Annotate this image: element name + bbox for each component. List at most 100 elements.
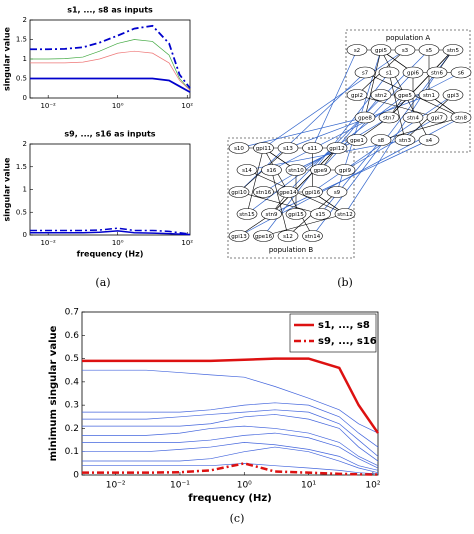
series-line	[30, 50, 191, 91]
node	[261, 164, 282, 176]
legend-box	[289, 313, 377, 353]
population-label: population A	[386, 34, 430, 42]
y-tick-label: 0.5	[65, 354, 79, 364]
edge	[356, 94, 438, 118]
y-tick-label: 0.7	[65, 308, 79, 318]
node-label: gpi15	[288, 212, 304, 218]
edge	[388, 49, 454, 118]
node-label: stn4	[407, 116, 420, 122]
series-line	[82, 402, 379, 448]
plot-area	[29, 143, 191, 236]
y-tick-label: 0	[73, 471, 79, 481]
x-tick-label: 10²	[181, 102, 193, 110]
node-label: gpi6	[407, 71, 420, 77]
edge	[295, 139, 358, 171]
x-tick-label: 10¹	[301, 481, 316, 491]
node-label: gpe5	[398, 93, 412, 99]
node-label: stn7	[383, 116, 396, 122]
y-tick-label: 0.5	[16, 208, 27, 216]
node	[334, 164, 356, 176]
series-line	[30, 77, 191, 93]
node-label: gpi13	[231, 234, 247, 240]
series-line	[82, 446, 379, 474]
node-label: stn10	[288, 168, 304, 174]
y-tick-label: 0.6	[65, 331, 80, 341]
x-tick-label: 10⁻¹	[170, 481, 190, 491]
node-label: gpi12	[329, 146, 345, 152]
node	[450, 111, 472, 124]
node-label: s16	[267, 168, 277, 174]
node	[302, 142, 323, 154]
node-label: stn1	[423, 93, 435, 99]
node-label: s15	[316, 212, 326, 218]
node	[426, 111, 448, 124]
node	[310, 208, 331, 220]
y-tick-label: 0.2	[65, 424, 79, 434]
x-tick-label: 10⁻²	[40, 239, 56, 247]
node-label: gpe8	[358, 116, 372, 122]
node-label: s11	[308, 146, 318, 152]
edge	[263, 49, 406, 149]
node-label: s5	[426, 48, 433, 54]
node	[228, 186, 250, 198]
x-tick-label: 10²	[181, 239, 193, 247]
node-label: gpe1	[350, 138, 364, 144]
legend-label: s9, ..., s16	[318, 336, 377, 347]
node	[378, 111, 400, 124]
y-tick-label: 0.4	[65, 377, 80, 387]
node-label: s10	[234, 146, 244, 152]
x-tick-label: 10²	[365, 481, 380, 491]
series-line	[82, 425, 379, 467]
node-label: stn6	[431, 71, 444, 77]
node	[346, 134, 368, 146]
edge	[263, 72, 390, 237]
node-label: stn15	[239, 212, 255, 218]
node	[450, 66, 472, 79]
node-label: stn16	[256, 190, 272, 196]
node	[302, 186, 323, 198]
edge	[238, 191, 321, 215]
node	[402, 66, 424, 79]
edge	[380, 117, 462, 141]
edge	[271, 147, 338, 215]
legend-label: s1, ..., s8	[318, 320, 370, 331]
edge	[246, 147, 264, 215]
node-label: s8	[378, 138, 385, 144]
node-label: s4	[426, 138, 433, 144]
node	[236, 208, 258, 220]
node	[418, 44, 440, 56]
node	[442, 44, 464, 56]
node-label: gpi7	[431, 116, 444, 122]
series-line	[82, 463, 379, 475]
edge	[364, 49, 382, 118]
node	[370, 44, 392, 56]
node-label: stn8	[455, 116, 468, 122]
x-tick-label: 10⁻²	[106, 481, 126, 491]
node	[285, 208, 307, 220]
population-box	[227, 137, 355, 259]
y-tick-label: 2	[23, 16, 27, 24]
series-line	[82, 462, 379, 476]
node	[326, 142, 348, 154]
node-label: gpi5	[375, 48, 388, 54]
population-label: population B	[269, 246, 313, 254]
node	[285, 164, 307, 176]
node-label: s1	[386, 71, 392, 77]
node-label: stn2	[375, 93, 387, 99]
node-label: gpe9	[314, 168, 328, 174]
caption: (c)	[230, 512, 245, 525]
node	[394, 44, 416, 56]
y-axis-label: singular value	[3, 26, 12, 91]
node	[277, 142, 299, 154]
series-line	[82, 442, 379, 471]
caption: (b)	[337, 276, 353, 289]
node-label: gpi11	[256, 146, 272, 152]
x-tick-label: 10⁰	[112, 102, 124, 110]
node	[236, 164, 258, 176]
series-line	[30, 24, 191, 89]
node-label: stn5	[447, 48, 460, 54]
y-tick-label: 0	[23, 94, 27, 102]
node	[228, 230, 250, 242]
node-label: s13	[283, 146, 293, 152]
